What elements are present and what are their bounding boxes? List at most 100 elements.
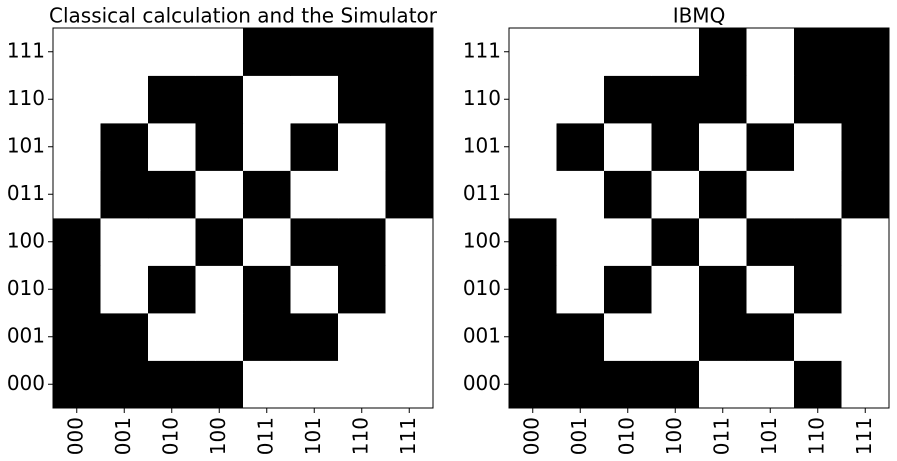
y-tick-label: 001	[7, 323, 45, 347]
heatmap-cell	[651, 28, 700, 76]
heatmap-cell	[290, 170, 339, 219]
y-tick-label: 101	[7, 133, 45, 157]
x-tick-label: 000	[63, 417, 87, 455]
y-tick-label: 110	[7, 86, 45, 110]
heatmap-cell	[53, 360, 101, 409]
heatmap-cell	[746, 218, 795, 266]
heatmap-cell	[604, 75, 652, 124]
heatmap-panel: Classical calculation and the Simulator 0…	[7, 4, 438, 456]
y-tick-label: 010	[463, 276, 501, 300]
plot-frame	[508, 27, 890, 409]
heatmap-cell	[290, 218, 339, 266]
heatmap-cell	[794, 218, 842, 266]
heatmap-cell	[651, 360, 700, 409]
x-tick-label: 111	[396, 417, 420, 455]
heatmap-cell	[100, 360, 149, 409]
heatmap-cell	[148, 265, 196, 314]
heatmap-cell	[195, 313, 244, 361]
heatmap-cell	[195, 75, 244, 124]
x-tick-label: 101	[757, 417, 781, 455]
heatmap-cell	[385, 28, 434, 76]
heatmap-cell	[148, 170, 196, 219]
y-tick-label: 100	[463, 228, 501, 252]
y-tick-label: 111	[463, 38, 501, 62]
heatmap-cell	[699, 313, 747, 361]
heatmap-cell	[841, 218, 890, 266]
heatmap-cell	[794, 265, 842, 314]
heatmap-cell	[699, 265, 747, 314]
heatmap-cell	[841, 123, 890, 171]
heatmap-cell	[746, 75, 795, 124]
x-tick-label: 010	[158, 417, 182, 455]
heatmap-cell	[53, 218, 101, 266]
heatmap-cell	[243, 265, 291, 314]
heatmap-cell	[243, 218, 291, 266]
heatmap-cell	[290, 28, 339, 76]
heatmap-cell	[243, 313, 291, 361]
heatmap-cell	[385, 170, 434, 219]
y-tick-label: 000	[7, 371, 45, 395]
heatmap-cell	[148, 218, 196, 266]
heatmap-cell	[699, 170, 747, 219]
heatmap-cell	[290, 360, 339, 409]
heatmap-cell	[604, 218, 652, 266]
heatmap-cell	[243, 28, 291, 76]
heatmap-cell	[100, 313, 149, 361]
heatmap-cell	[385, 313, 434, 361]
heatmap-cell	[794, 170, 842, 219]
heatmap-cell	[385, 75, 434, 124]
heatmap-cell	[53, 265, 101, 314]
y-tick-label: 110	[463, 86, 501, 110]
heatmap-cell	[794, 360, 842, 409]
heatmap-cell	[195, 360, 244, 409]
heatmap-cell	[699, 218, 747, 266]
x-tick-label: 111	[852, 417, 876, 455]
heatmap-cell	[385, 265, 434, 314]
heatmap-cell	[841, 265, 890, 314]
heatmap-cell	[746, 123, 795, 171]
heatmap-cell	[841, 75, 890, 124]
y-tick-label: 011	[463, 181, 501, 205]
heatmap-cell	[746, 360, 795, 409]
heatmap-cell	[699, 28, 747, 76]
heatmap-cell	[651, 75, 700, 124]
heatmap-cell	[841, 360, 890, 409]
heatmap-cell	[794, 313, 842, 361]
y-tick-label: 011	[7, 181, 45, 205]
heatmap-cell	[100, 218, 149, 266]
x-tick-label: 011	[709, 417, 733, 455]
heatmap-cell	[338, 75, 386, 124]
heatmap-cell	[841, 313, 890, 361]
heatmap-cell	[509, 265, 557, 314]
heatmap-cell	[794, 123, 842, 171]
heatmap-cell	[651, 170, 700, 219]
heatmap-cell	[290, 265, 339, 314]
heatmap-cell	[604, 265, 652, 314]
x-tick-label: 000	[519, 417, 543, 455]
heatmap-cell	[509, 218, 557, 266]
x-tick-label: 100	[206, 417, 230, 455]
heatmap-cell	[604, 123, 652, 171]
heatmap-cell	[556, 75, 605, 124]
heatmap-cell	[746, 28, 795, 76]
heatmap-cell	[53, 28, 101, 76]
heatmap-cell	[651, 123, 700, 171]
heatmap-cell	[338, 28, 386, 76]
heatmap-cell	[53, 313, 101, 361]
heatmap-cell	[746, 170, 795, 219]
heatmap-cell	[100, 123, 149, 171]
heatmap-cell	[651, 313, 700, 361]
heatmap-cell	[841, 28, 890, 76]
heatmap-cell	[148, 360, 196, 409]
y-tick-label: 100	[7, 228, 45, 252]
x-tick-label: 011	[253, 417, 277, 455]
heatmap-cell	[338, 218, 386, 266]
heatmap-cell	[509, 28, 557, 76]
heatmap-cell	[699, 75, 747, 124]
heatmap-cell	[841, 170, 890, 219]
x-tick-label: 001	[111, 417, 135, 455]
heatmap-cell	[794, 28, 842, 76]
heatmap-cell	[338, 265, 386, 314]
